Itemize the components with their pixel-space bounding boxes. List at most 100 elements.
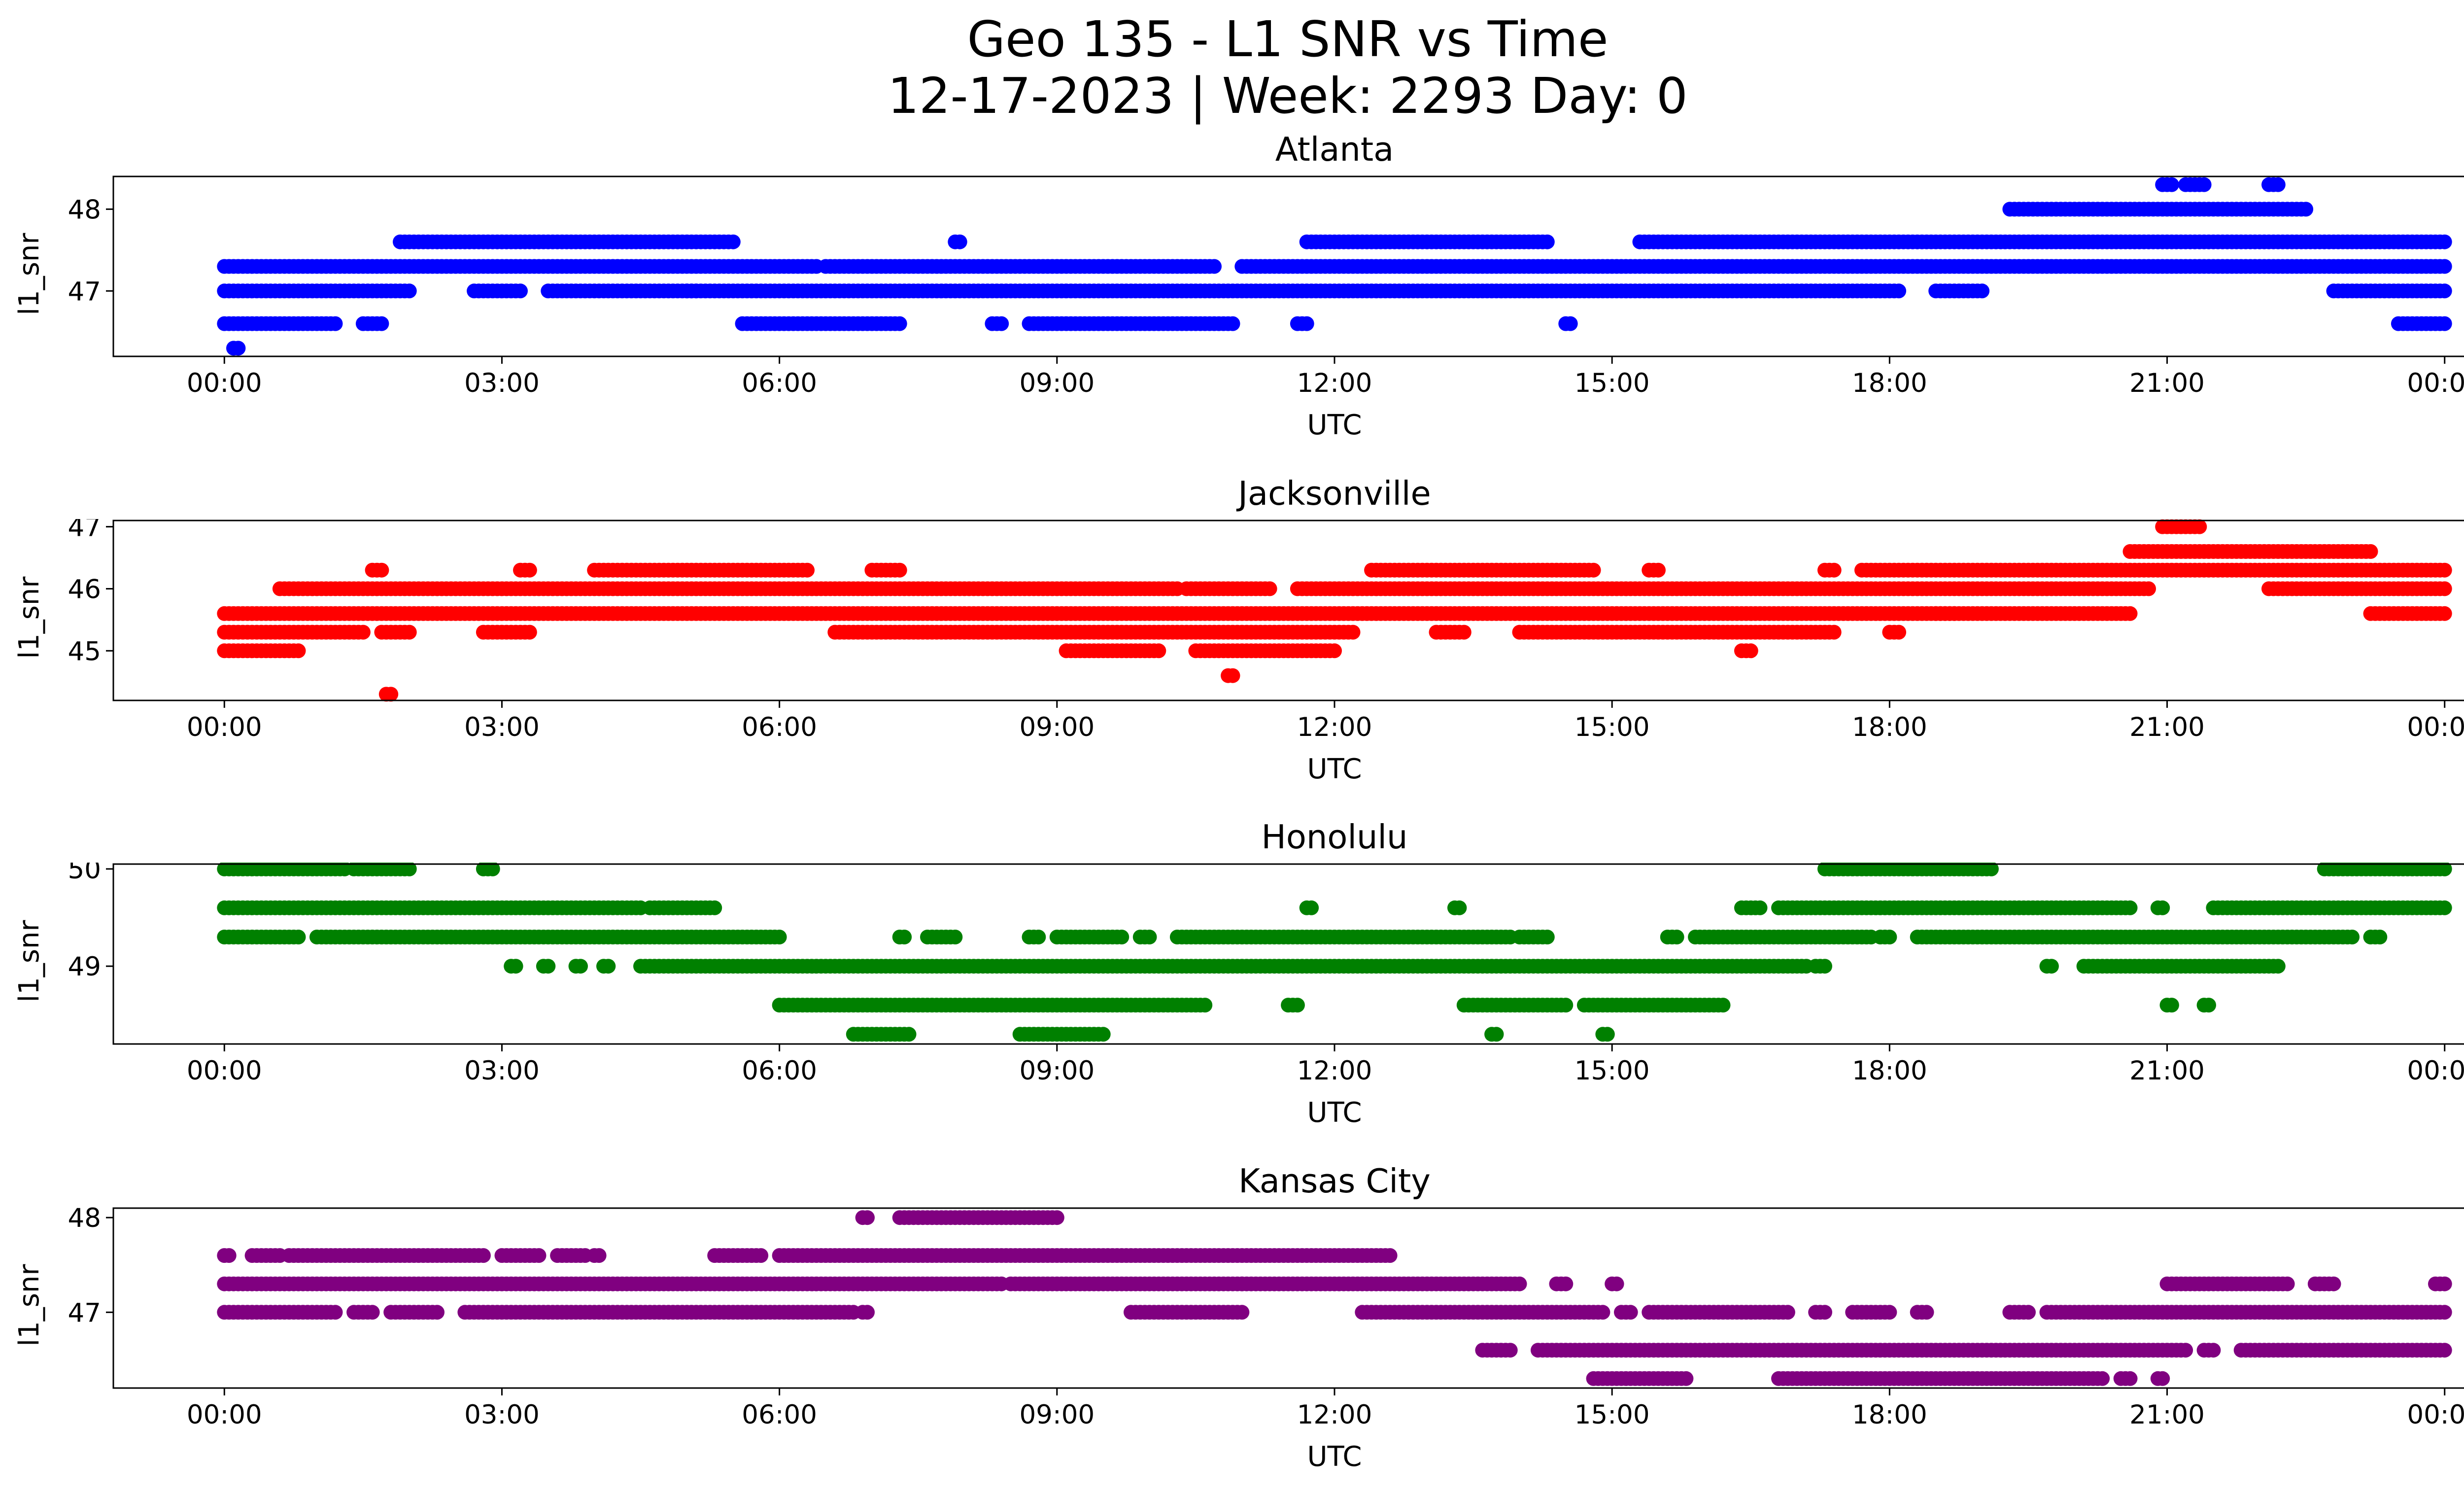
kansas-city-x-axis-label: UTC <box>1307 1441 1362 1473</box>
data-point <box>2437 1276 2452 1291</box>
data-point <box>2164 177 2179 192</box>
x-tick-label: 06:00 <box>742 1056 817 1086</box>
x-tick-label: 15:00 <box>1574 712 1650 742</box>
kansas-city-title: Kansas City <box>1238 1162 1431 1200</box>
data-point <box>1752 900 1768 915</box>
x-tick-label: 18:00 <box>1852 712 1927 742</box>
data-point <box>2044 959 2059 974</box>
data-point <box>897 930 912 944</box>
data-point <box>1234 1305 1250 1320</box>
data-point <box>1609 1276 1624 1291</box>
data-point <box>1715 998 1731 1013</box>
honolulu-axes-frame <box>112 863 2464 1045</box>
x-tick-label: 03:00 <box>464 712 540 742</box>
data-point <box>328 316 343 331</box>
data-point <box>601 959 616 974</box>
x-tick-label: 12:00 <box>1297 368 1372 398</box>
data-point <box>328 1305 343 1320</box>
data-point <box>994 316 1009 331</box>
data-point <box>573 959 588 974</box>
x-tick-label: 09:00 <box>1019 712 1095 742</box>
data-point <box>1207 259 1222 274</box>
kansas-city-scatter-plot: 00:00 03:00 06:00 09:00 12:00 15:00 18:00 21:00… <box>68 1207 2464 1430</box>
atlanta-x-axis-label: UTC <box>1307 409 1362 441</box>
data-point <box>753 1248 769 1263</box>
x-tick-label: 15:00 <box>1574 368 1650 398</box>
data-point <box>374 562 389 578</box>
x-tick-label: 00:00 <box>187 1056 262 1086</box>
data-point <box>2372 930 2388 944</box>
x-tick-label: 00:00 <box>187 368 262 398</box>
data-point <box>952 234 967 249</box>
data-point <box>2363 544 2378 559</box>
jacksonville-points <box>217 519 2452 702</box>
x-tick-label: 12:00 <box>1297 1056 1372 1086</box>
data-point <box>1456 625 1472 640</box>
data-point <box>860 1305 875 1320</box>
data-point <box>2164 998 2179 1013</box>
data-point <box>2196 177 2212 192</box>
data-point <box>1586 562 1601 578</box>
data-point <box>1489 1027 1504 1042</box>
data-point <box>2437 606 2452 621</box>
y-tick-label: 46 <box>68 574 101 604</box>
data-point <box>2192 519 2207 534</box>
data-point <box>541 959 556 974</box>
data-point <box>591 1248 607 1263</box>
data-point <box>485 863 500 876</box>
data-point <box>365 1305 380 1320</box>
x-tick-label: 09:00 <box>1019 1056 1095 1086</box>
x-tick-label: 00:00 <box>2407 1056 2464 1086</box>
data-point <box>2122 606 2138 621</box>
data-point <box>2437 900 2452 915</box>
data-point <box>2122 900 2138 915</box>
data-point <box>2437 234 2452 249</box>
data-point <box>1826 562 1842 578</box>
data-point <box>1891 283 1907 299</box>
x-tick-label: 00:00 <box>2407 368 2464 398</box>
data-point <box>1262 581 1277 596</box>
kansas-city-points <box>217 1210 2452 1386</box>
data-point <box>522 562 537 578</box>
x-tick-label: 21:00 <box>2129 712 2205 742</box>
data-point <box>1540 930 1555 944</box>
data-point <box>1452 900 1467 915</box>
y-tick-label: 47 <box>68 519 101 543</box>
data-point <box>1345 625 1361 640</box>
data-point <box>1382 1248 1398 1263</box>
x-tick-label: 15:00 <box>1574 1056 1650 1086</box>
x-tick-label: 21:00 <box>2129 368 2205 398</box>
data-point <box>1304 900 1319 915</box>
data-point <box>948 930 963 944</box>
data-point <box>860 1210 875 1225</box>
x-tick-label: 18:00 <box>1852 1056 1927 1086</box>
data-point <box>725 234 741 249</box>
data-point <box>1743 643 1758 659</box>
honolulu-title: Honolulu <box>1261 818 1408 856</box>
data-point <box>1891 625 1907 640</box>
data-point <box>707 900 722 915</box>
data-point <box>2345 930 2360 944</box>
data-point <box>1975 283 1990 299</box>
data-point <box>1540 234 1555 249</box>
y-tick-label: 49 <box>68 952 101 982</box>
atlanta-title: Atlanta <box>1275 130 1394 169</box>
x-tick-label: 03:00 <box>464 368 540 398</box>
data-point <box>531 1248 547 1263</box>
data-point <box>1031 930 1046 944</box>
data-point <box>892 562 907 578</box>
data-point <box>221 1248 237 1263</box>
data-point <box>2437 283 2452 299</box>
data-point <box>430 1305 445 1320</box>
data-point <box>383 687 399 702</box>
y-tick-label: 50 <box>68 863 101 885</box>
jacksonville-scatter-plot: 00:00 03:00 06:00 09:00 12:00 15:00 18:00 21:00… <box>68 519 2464 742</box>
data-point <box>522 625 537 640</box>
data-point <box>1299 316 1314 331</box>
x-tick-label: 03:00 <box>464 1056 540 1086</box>
data-point <box>1558 998 1574 1013</box>
data-point <box>476 1248 491 1263</box>
data-point <box>1817 959 1832 974</box>
y-tick-label: 47 <box>68 277 101 307</box>
honolulu-scatter-plot: 00:00 03:00 06:00 09:00 12:00 15:00 18:00 21:00… <box>68 863 2464 1086</box>
